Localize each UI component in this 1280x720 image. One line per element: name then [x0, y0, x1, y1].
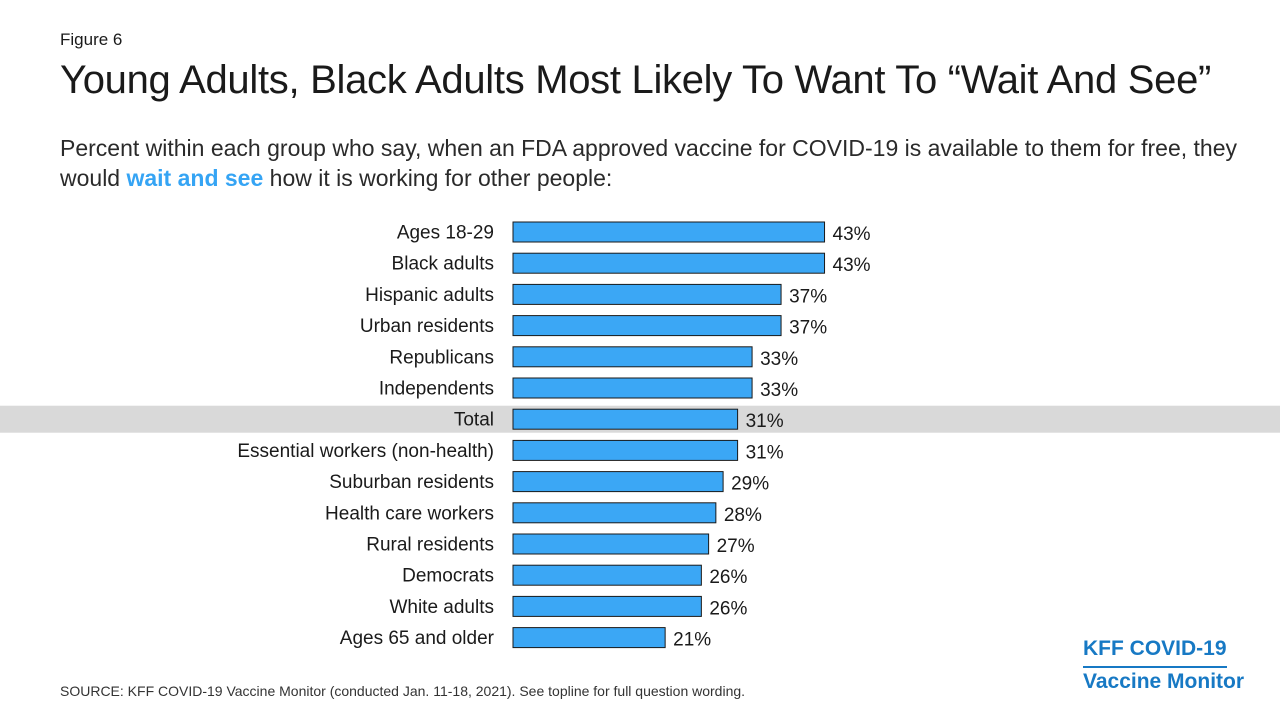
data-label: 26%	[709, 567, 747, 588]
bar	[512, 439, 739, 461]
bar	[512, 564, 702, 586]
data-label: 37%	[789, 286, 827, 307]
bar	[512, 283, 782, 305]
category-label: Suburban residents	[329, 472, 494, 493]
category-label: Hispanic adults	[365, 285, 494, 306]
category-label: Independents	[379, 379, 494, 400]
category-label: Total	[454, 410, 494, 431]
data-label: 33%	[760, 349, 798, 370]
data-label: 31%	[746, 411, 784, 432]
data-label: 21%	[673, 630, 711, 651]
category-label: Rural residents	[366, 535, 494, 556]
data-label: 28%	[724, 505, 762, 526]
bar	[512, 346, 753, 368]
bar	[512, 595, 702, 617]
category-label: Ages 18-29	[397, 223, 494, 244]
data-label: 33%	[760, 380, 798, 401]
category-label: Democrats	[402, 566, 494, 587]
data-label: 26%	[709, 598, 747, 619]
data-label: 31%	[746, 442, 784, 463]
category-label: Ages 65 and older	[340, 628, 495, 649]
subtitle-text-start: Percent within each group who say, when …	[60, 135, 1238, 191]
bar	[512, 533, 710, 555]
logo-line-1: KFF COVID-19	[1083, 636, 1227, 668]
subtitle-text-end: how it is working for other people:	[263, 165, 613, 191]
bar	[512, 627, 666, 649]
kff-logo: KFF COVID-19 Vaccine Monitor	[1083, 636, 1253, 696]
subtitle-highlight: wait and see	[126, 165, 264, 191]
bar	[512, 252, 826, 274]
category-label: Urban residents	[360, 316, 494, 337]
category-label: Republicans	[389, 347, 494, 368]
chart-subtitle: Percent within each group who say, when …	[60, 133, 1240, 193]
logo-line-2: Vaccine Monitor	[1083, 670, 1245, 693]
figure-label: Figure 6	[60, 30, 123, 49]
bar-chart: Ages 18-29 43% Black adults 43% Hispanic adu…	[0, 221, 1280, 651]
data-label: 27%	[717, 536, 755, 557]
source-note: SOURCE: KFF COVID-19 Vaccine Monitor (co…	[60, 683, 746, 699]
data-label: 43%	[833, 255, 871, 276]
data-label: 43%	[833, 224, 871, 245]
bar	[512, 408, 739, 430]
data-label: 29%	[731, 474, 769, 495]
category-label: Health care workers	[325, 503, 494, 524]
bar	[512, 221, 826, 243]
chart-title: Young Adults, Black Adults Most Likely T…	[60, 58, 1212, 102]
bar	[512, 315, 782, 337]
category-label: White adults	[389, 597, 494, 618]
bar	[512, 377, 753, 399]
data-label: 37%	[789, 318, 827, 339]
bar	[512, 502, 717, 524]
bar	[512, 471, 724, 493]
category-label: Essential workers (non-health)	[237, 441, 494, 462]
category-label: Black adults	[392, 254, 494, 275]
